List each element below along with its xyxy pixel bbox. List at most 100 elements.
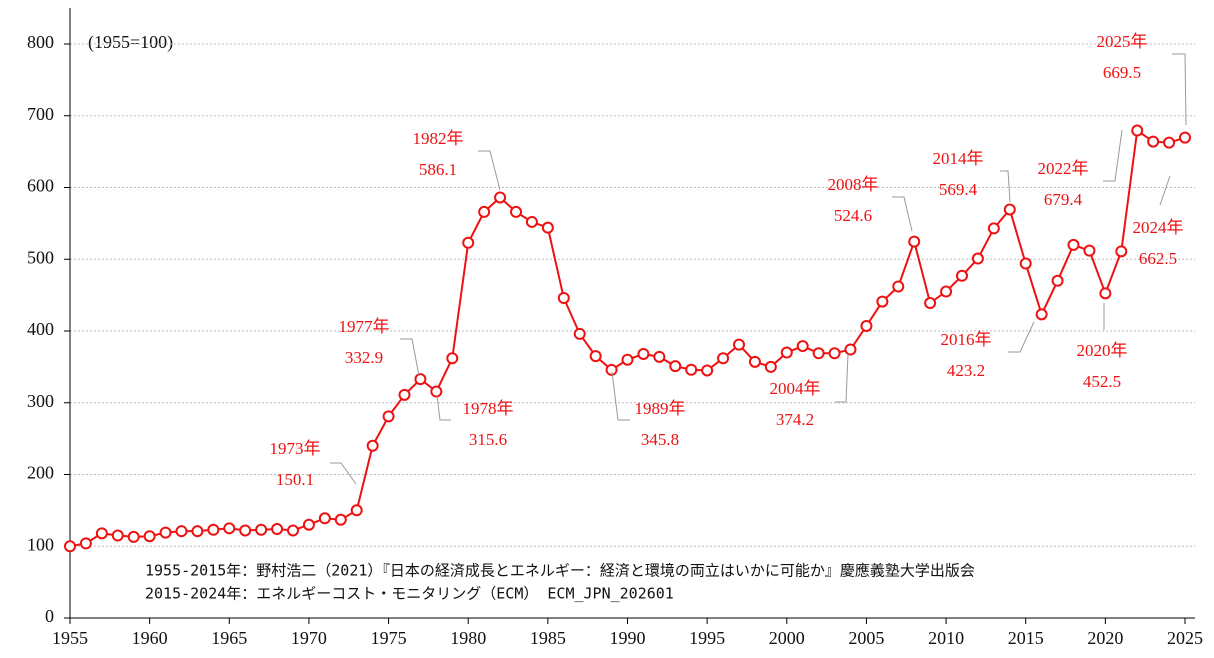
annotation-label: 2020年 (1077, 341, 1128, 360)
point (334, 513, 347, 526)
point (79, 537, 92, 550)
annotation-label: 2008年 (828, 175, 879, 194)
x-tick-label: 1985 (530, 628, 566, 648)
point (605, 363, 618, 376)
point (541, 221, 554, 234)
y-tick-label: 600 (27, 176, 54, 196)
point (987, 222, 1000, 235)
annotation-label: 2014年 (933, 149, 984, 168)
x-tick-label: 1995 (689, 628, 725, 648)
point (573, 327, 586, 340)
annotation-label: 2004年 (770, 379, 821, 398)
point (1003, 203, 1016, 216)
point (828, 347, 841, 360)
point (1035, 308, 1048, 321)
annotation-value: 669.5 (1103, 63, 1141, 82)
annotation-value: 374.2 (776, 410, 814, 429)
point (637, 347, 650, 360)
y-tick-label: 0 (45, 606, 54, 626)
annotation-value: 679.4 (1044, 190, 1083, 209)
leader-line (478, 150, 501, 191)
leader-line (1008, 321, 1035, 353)
annotation-label: 1977年 (339, 317, 390, 336)
annotation-label: 2022年 (1038, 159, 1089, 178)
annotation-value: 524.6 (834, 206, 872, 225)
point (956, 269, 968, 282)
point (1019, 257, 1032, 270)
y-tick-label: 800 (27, 32, 54, 52)
point (717, 352, 730, 365)
point (255, 523, 268, 536)
leader-line (1159, 175, 1171, 206)
point (175, 525, 188, 538)
leader-line (1000, 170, 1011, 203)
annotation-value: 569.4 (939, 180, 978, 199)
point (1051, 274, 1064, 287)
annotation-value: 315.6 (469, 430, 507, 449)
base-note: (1955=100) (88, 32, 173, 53)
point (1083, 244, 1096, 257)
point (111, 529, 124, 542)
x-tick-label: 2015 (1008, 628, 1044, 648)
point (95, 527, 108, 540)
leader-line (1172, 53, 1187, 126)
point (1147, 135, 1160, 148)
annotation-value: 423.2 (947, 361, 985, 380)
point (733, 338, 745, 351)
point (350, 504, 363, 517)
point (653, 350, 666, 363)
point (924, 297, 937, 310)
x-tick-label: 2010 (928, 628, 964, 648)
point (892, 280, 905, 293)
point (398, 388, 411, 401)
x-tick-label: 2000 (769, 628, 805, 648)
point (764, 360, 777, 373)
x-tick-label: 2005 (848, 628, 884, 648)
point (1099, 287, 1112, 300)
point (796, 340, 809, 353)
annotation-label: 1973年 (270, 439, 321, 458)
point (143, 530, 156, 543)
point (971, 252, 984, 265)
point (318, 512, 331, 525)
line (69, 128, 1186, 548)
point (478, 205, 491, 218)
annotation-value: 332.9 (345, 348, 383, 367)
x-tick-label: 1955 (52, 628, 88, 648)
annotation-label: 2016年 (941, 330, 992, 349)
y-tick-label: 200 (27, 463, 54, 483)
annotation-label: 2025年 (1097, 32, 1148, 51)
point (1067, 238, 1080, 251)
y-tick-label: 500 (27, 247, 54, 267)
y-tick-label: 100 (27, 534, 54, 554)
point (191, 525, 204, 538)
point (1163, 136, 1176, 149)
x-tick-label: 1965 (211, 628, 247, 648)
annotation-label: 1978年 (463, 399, 514, 418)
point (287, 524, 299, 537)
point (589, 350, 602, 363)
leader-line (330, 462, 357, 485)
annotation-value: 586.1 (419, 160, 457, 179)
leader-line (611, 371, 630, 421)
point (1179, 131, 1191, 144)
leader-line (835, 353, 849, 403)
point (685, 363, 698, 376)
annotation-value: 452.5 (1083, 372, 1121, 391)
point (525, 215, 538, 228)
leader-line (1103, 129, 1123, 182)
annotation-label: 1982年 (413, 129, 464, 148)
x-tick-label: 1975 (371, 628, 407, 648)
x-tick-label: 1980 (450, 628, 486, 648)
point (239, 524, 252, 537)
leader-line (436, 394, 451, 421)
x-tick-label: 2020 (1087, 628, 1123, 648)
x-tick-label: 1970 (291, 628, 327, 648)
source-note: 2015-2024年：エネルギーコスト・モニタリング（ECM） ECM_JPN_… (145, 585, 674, 603)
point (701, 364, 714, 377)
point (446, 352, 459, 365)
point (494, 191, 507, 204)
point (430, 385, 443, 398)
point (207, 523, 220, 536)
point (1115, 245, 1128, 258)
